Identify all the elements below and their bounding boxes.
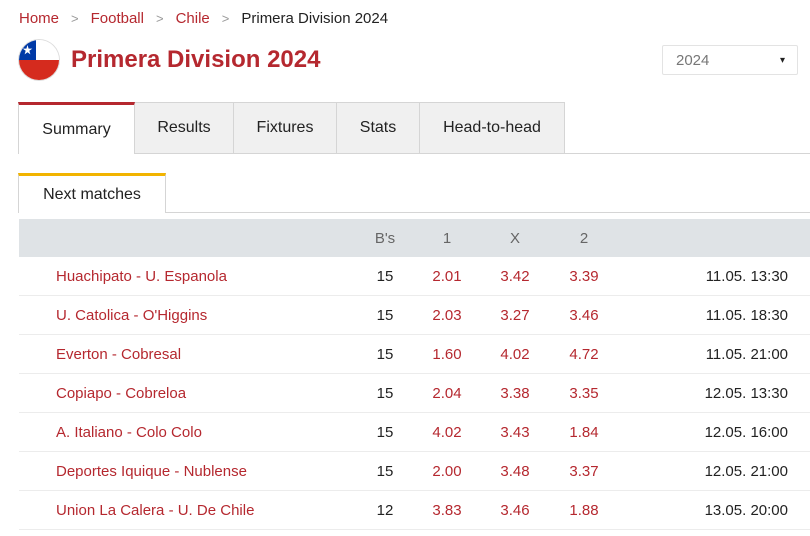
odd-away[interactable]: 3.35 [569, 384, 599, 402]
breadcrumb-football[interactable]: Football [90, 9, 144, 27]
matches-table: B's 1 X 2 Huachipato - U. Espanola 15 2.… [19, 219, 810, 530]
odd-away[interactable]: 3.39 [569, 267, 599, 285]
page-title: Primera Division 2024 [71, 46, 321, 73]
bookmakers-count: 15 [376, 423, 394, 441]
header-home-win: 1 [442, 229, 452, 247]
table-row: Union La Calera - U. De Chile 12 3.83 3.… [19, 491, 810, 530]
chile-flag-icon [19, 40, 59, 80]
odd-away[interactable]: 1.84 [569, 423, 599, 441]
tab-fixtures[interactable]: Fixtures [234, 102, 337, 154]
match-time: 12.05. 16:00 [704, 423, 788, 441]
breadcrumb-separator: > [155, 10, 164, 26]
tab-summary[interactable]: Summary [18, 102, 135, 154]
bookmakers-count: 15 [376, 384, 394, 402]
odd-draw[interactable]: 3.27 [500, 306, 530, 324]
odd-draw[interactable]: 3.43 [500, 423, 530, 441]
header-draw: X [509, 229, 520, 247]
odd-home[interactable]: 1.60 [432, 345, 462, 363]
breadcrumb-separator: > [71, 10, 79, 26]
match-time: 13.05. 20:00 [704, 501, 788, 519]
breadcrumb-home[interactable]: Home [19, 9, 60, 27]
subtab-divider [166, 212, 810, 213]
subtab-next-matches[interactable]: Next matches [18, 173, 166, 213]
breadcrumb-chile[interactable]: Chile [175, 9, 210, 27]
tab-bar: Summary Results Fixtures Stats Head-to-h… [18, 102, 565, 154]
odd-draw[interactable]: 3.46 [500, 501, 530, 519]
header-bookmakers: B's [374, 229, 396, 247]
table-row: Everton - Cobresal 15 1.60 4.02 4.72 11.… [19, 335, 810, 374]
breadcrumb-current: Primera Division 2024 [241, 9, 389, 27]
table-row: Huachipato - U. Espanola 15 2.01 3.42 3.… [19, 257, 810, 296]
season-select-value: 2024 [676, 51, 710, 69]
match-time: 11.05. 21:00 [705, 345, 788, 363]
odd-home[interactable]: 3.83 [432, 501, 462, 519]
odd-away[interactable]: 3.46 [569, 306, 599, 324]
odd-draw[interactable]: 3.42 [500, 267, 530, 285]
odd-draw[interactable]: 3.48 [500, 462, 530, 480]
header-away-win: 2 [579, 229, 589, 247]
odd-away[interactable]: 4.72 [569, 345, 599, 363]
odd-draw[interactable]: 4.02 [500, 345, 530, 363]
tabs-divider [134, 153, 810, 154]
match-link[interactable]: Deportes Iquique - Nublense [56, 462, 247, 480]
match-link[interactable]: Copiapo - Cobreloa [56, 384, 187, 402]
odd-home[interactable]: 2.04 [432, 384, 462, 402]
match-link[interactable]: Union La Calera - U. De Chile [56, 501, 255, 519]
bookmakers-count: 15 [376, 306, 394, 324]
match-link[interactable]: Everton - Cobresal [56, 345, 182, 363]
breadcrumb: Home > Football > Chile > Primera Divisi… [19, 8, 388, 28]
tab-results[interactable]: Results [135, 102, 234, 154]
table-row: Deportes Iquique - Nublense 15 2.00 3.48… [19, 452, 810, 491]
bookmakers-count: 15 [376, 462, 394, 480]
chevron-down-icon: ▾ [779, 55, 785, 66]
breadcrumb-separator: > [221, 10, 230, 26]
odd-home[interactable]: 4.02 [432, 423, 462, 441]
table-row: Copiapo - Cobreloa 15 2.04 3.38 3.35 12.… [19, 374, 810, 413]
match-link[interactable]: Huachipato - U. Espanola [56, 267, 227, 285]
tab-head-to-head[interactable]: Head-to-head [420, 102, 565, 154]
bookmakers-count: 15 [376, 345, 394, 363]
odd-home[interactable]: 2.01 [432, 267, 462, 285]
bookmakers-count: 12 [376, 501, 394, 519]
odd-draw[interactable]: 3.38 [500, 384, 530, 402]
odd-home[interactable]: 2.00 [432, 462, 462, 480]
table-header: B's 1 X 2 [19, 219, 810, 257]
odd-home[interactable]: 2.03 [432, 306, 462, 324]
odd-away[interactable]: 3.37 [569, 462, 599, 480]
table-row: U. Catolica - O'Higgins 15 2.03 3.27 3.4… [19, 296, 810, 335]
table-row: A. Italiano - Colo Colo 15 4.02 3.43 1.8… [19, 413, 810, 452]
match-time: 11.05. 13:30 [705, 267, 788, 285]
match-time: 12.05. 13:30 [704, 384, 788, 402]
match-time: 11.05. 18:30 [705, 306, 788, 324]
odd-away[interactable]: 1.88 [569, 501, 599, 519]
season-select[interactable]: 2024 ▾ [662, 45, 798, 75]
match-time: 12.05. 21:00 [704, 462, 788, 480]
bookmakers-count: 15 [376, 267, 394, 285]
match-link[interactable]: U. Catolica - O'Higgins [56, 306, 208, 324]
match-link[interactable]: A. Italiano - Colo Colo [56, 423, 202, 441]
tab-stats[interactable]: Stats [337, 102, 420, 154]
